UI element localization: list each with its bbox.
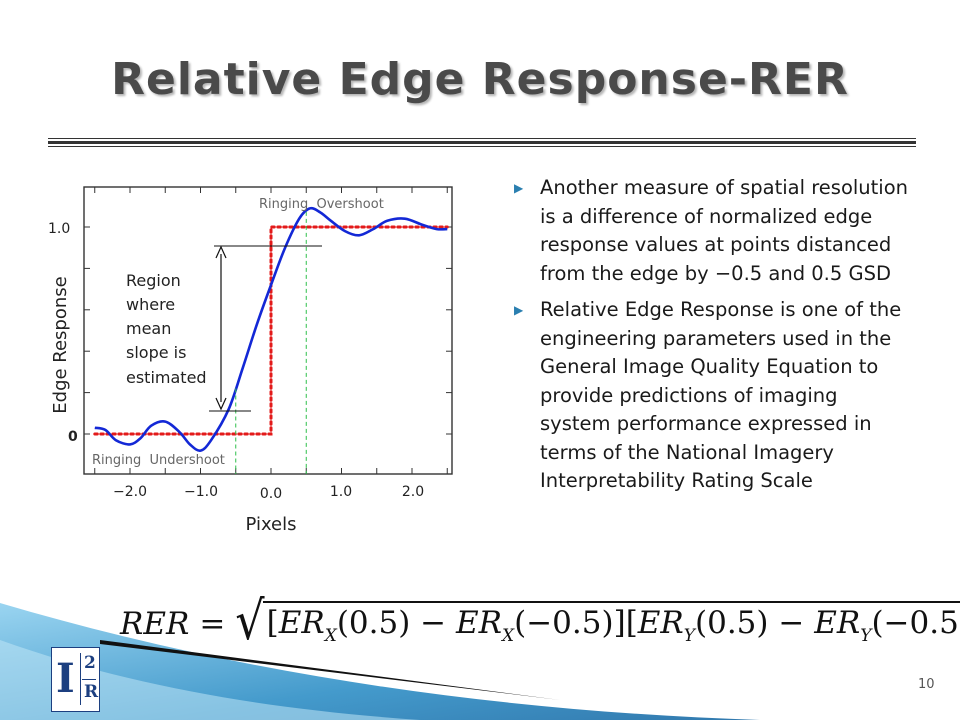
edge-response-curve [94,206,448,452]
region-label-line-3: mean [126,319,171,338]
x-tick-label: −2.0 [113,484,147,500]
logo-letter-i: I [56,655,75,702]
arg-neg: (−0.5) [871,605,960,641]
triangle-bullet-icon: ▶ [514,181,524,195]
er-term: ER [278,605,325,641]
slide-title: Relative Edge Response-RER [111,54,849,105]
y-tick-marks [84,226,452,435]
er-term: ER [456,605,502,641]
region-label-line-4: slope is [126,343,186,362]
rer-formula: RER = √ [ERX(0.5) − ERX(−0.5)][ERY(0.5) … [120,594,960,647]
radical-sign-icon: √ [235,589,265,652]
sub-x: X [324,626,337,646]
bullet-text: Relative Edge Response is one of the eng… [540,298,902,492]
x-axis-title: Pixels [245,514,296,535]
bullet-item: ▶ Relative Edge Response is one of the e… [508,296,913,496]
logo-divider [80,653,81,705]
page-number: 10 [918,677,935,692]
decorative-blue-sweep [0,603,760,720]
formula-lhs: RER [120,605,190,642]
sub-y: Y [683,626,696,646]
arg-pos: (0.5) [336,605,411,641]
title-rule-bottom [48,146,916,147]
x-tick-label: 2.0 [402,484,424,500]
bracket-open: [ [625,605,638,641]
bullet-text: Another measure of spatial resolution is… [540,176,909,285]
minus-sign: − [420,605,447,641]
y-axis-title: Edge Response [50,276,71,413]
region-label-line-5: estimated [126,368,207,387]
bullet-list: ▶ Another measure of spatial resolution … [508,174,913,504]
i2r-logo: I 2 R [51,647,100,712]
er-term: ER [637,605,684,641]
bullet-item: ▶ Another measure of spatial resolution … [508,174,913,288]
decorative-black-swoosh [100,640,560,700]
radicand: [ERX(0.5) − ERX(−0.5)][ERY(0.5) − ERY(−0… [262,601,960,646]
x-tick-label: 1.0 [330,484,352,500]
arrow-head-bottom [215,397,227,411]
logo-digit-two: 2 [84,653,96,673]
triangle-bullet-icon: ▶ [514,303,524,317]
x-tick-label: −1.0 [184,484,218,500]
x-tick-label: 0.0 [260,486,282,502]
y-tick-label: 0 [68,429,78,445]
arg-neg: (−0.5) [514,605,614,641]
region-label-line-1: Region [126,271,181,290]
formula-equals: = [199,605,226,642]
logo-fraction-line [82,679,96,680]
region-label-line-2: where [126,295,175,314]
plot-frame [83,186,453,475]
ideal-edge-step-line [93,225,449,436]
logo-letter-r: R [84,682,99,702]
er-term: ER [814,605,861,641]
ringing-undershoot-label: Ringing Undershoot [92,453,225,468]
bracket-open: [ [266,605,279,641]
ringing-overshoot-label: Ringing Overshoot [259,197,384,212]
title-rule-thick [48,141,916,144]
decorative-light-sweep [0,640,420,720]
arg-pos: (0.5) [695,605,769,641]
arrow-head-top [215,245,227,259]
square-root: √ [ERX(0.5) − ERX(−0.5)][ERY(0.5) − ERY(… [235,594,960,647]
bracket-close: ] [613,605,626,641]
minus-sign: − [778,605,805,641]
sub-y: Y [860,626,872,646]
y-tick-label: 1.0 [48,221,70,237]
title-rule-thin [48,138,916,139]
sub-x: X [502,626,515,646]
